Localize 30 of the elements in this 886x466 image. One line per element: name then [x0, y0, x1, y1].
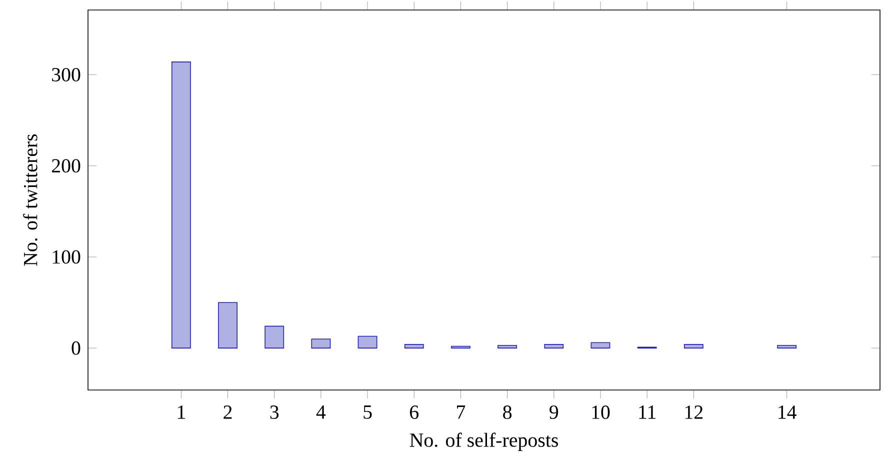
bar — [311, 338, 331, 348]
bar — [218, 302, 238, 348]
bar — [544, 344, 564, 348]
x-tick-label: 7 — [457, 406, 466, 419]
bar — [404, 344, 424, 348]
y-tick-label: 300 — [52, 68, 80, 82]
x-tick-label: 3 — [270, 406, 279, 419]
bar — [171, 62, 191, 348]
y-tick-label: 0 — [72, 341, 80, 355]
x-tick-label: 12 — [685, 406, 703, 419]
y-tick-label: 200 — [52, 159, 80, 173]
x-tick-label: 1 — [178, 406, 185, 419]
x-tick-label: 11 — [639, 406, 656, 419]
x-tick-label: 9 — [550, 406, 558, 419]
y-axis-title: No. of twitterers — [23, 134, 38, 266]
bar — [498, 344, 518, 348]
bar — [264, 326, 284, 348]
x-axis-title: No. of self-reposts — [410, 432, 558, 451]
x-tick-label: 2 — [224, 406, 232, 419]
x-tick-label: 6 — [410, 406, 419, 419]
bar — [777, 344, 797, 348]
x-tick-label: 10 — [592, 406, 610, 419]
bar — [590, 342, 610, 348]
y-tick-label: 100 — [52, 250, 80, 264]
bar — [684, 344, 704, 348]
x-tick-label: 4 — [316, 406, 326, 419]
bar — [358, 336, 378, 348]
x-tick-label: 14 — [778, 406, 796, 419]
x-tick-label: 8 — [503, 406, 512, 419]
x-tick-label: 5 — [364, 406, 372, 419]
